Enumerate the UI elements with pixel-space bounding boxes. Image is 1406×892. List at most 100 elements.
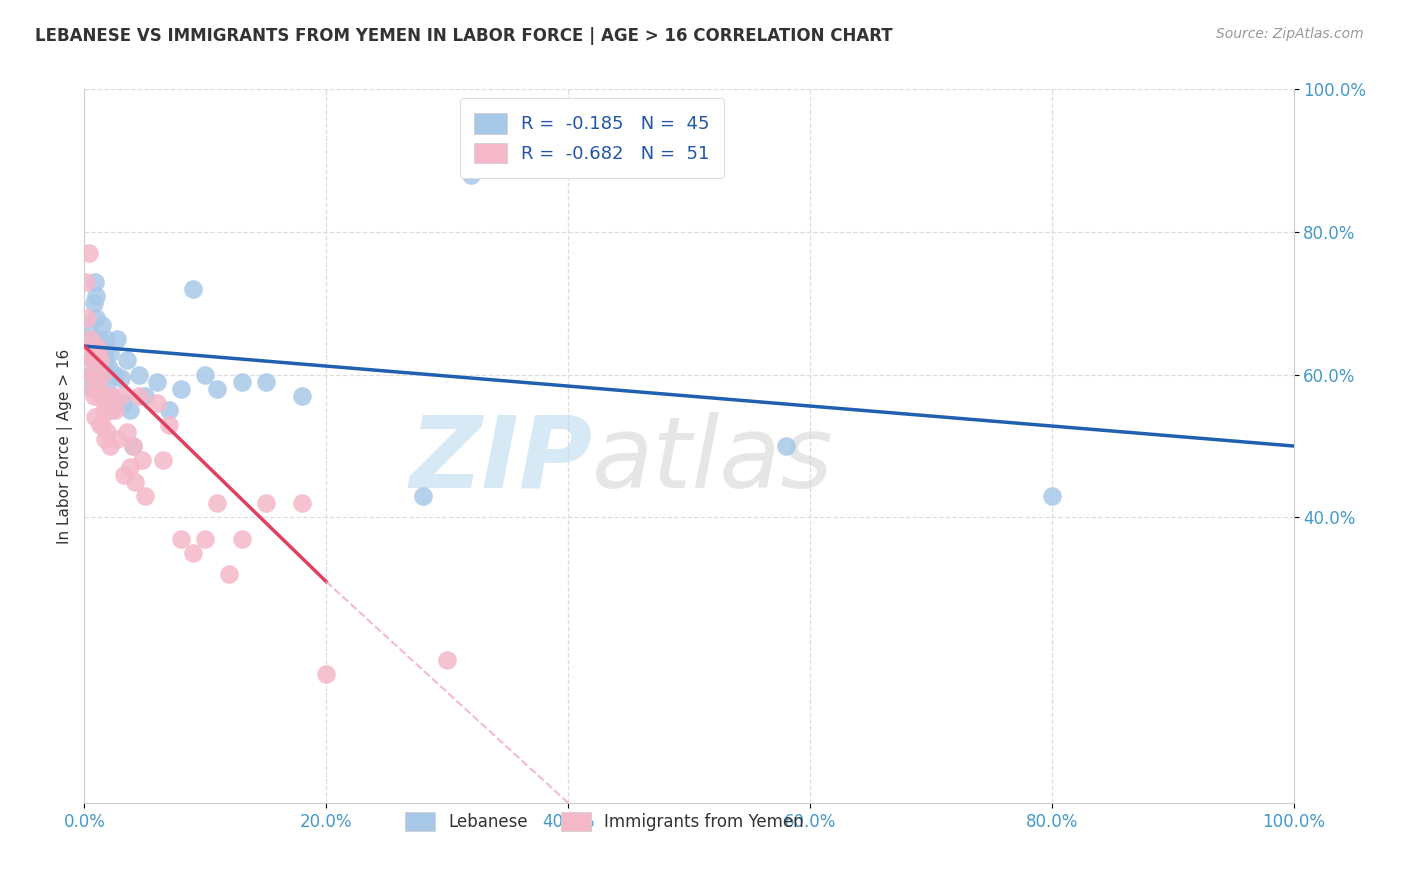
Point	[436, 653, 458, 667]
Point	[91, 318, 114, 332]
Point	[152, 453, 174, 467]
Point	[120, 460, 142, 475]
Point	[207, 496, 229, 510]
Point	[104, 403, 127, 417]
Point	[76, 310, 98, 325]
Point	[231, 375, 253, 389]
Point	[157, 403, 180, 417]
Point	[87, 368, 110, 382]
Point	[82, 353, 104, 368]
Point	[80, 353, 103, 368]
Point	[93, 346, 115, 360]
Point	[181, 282, 204, 296]
Point	[96, 382, 118, 396]
Point	[86, 368, 108, 382]
Point	[134, 389, 156, 403]
Point	[134, 489, 156, 503]
Point	[87, 382, 110, 396]
Point	[87, 332, 110, 346]
Point	[83, 389, 105, 403]
Point	[100, 389, 122, 403]
Point	[94, 332, 117, 346]
Point	[77, 318, 100, 332]
Point	[460, 168, 482, 182]
Point	[83, 296, 105, 310]
Point	[157, 417, 180, 432]
Point	[94, 353, 117, 368]
Point	[79, 332, 101, 346]
Point	[181, 546, 204, 560]
Point	[207, 382, 229, 396]
Point	[98, 439, 121, 453]
Point	[254, 375, 277, 389]
Point	[124, 475, 146, 489]
Point	[104, 368, 127, 382]
Point	[75, 275, 97, 289]
Point	[84, 275, 107, 289]
Point	[97, 403, 120, 417]
Text: LEBANESE VS IMMIGRANTS FROM YEMEN IN LABOR FORCE | AGE > 16 CORRELATION CHART: LEBANESE VS IMMIGRANTS FROM YEMEN IN LAB…	[35, 27, 893, 45]
Text: ZIP: ZIP	[409, 412, 592, 508]
Point	[131, 453, 153, 467]
Point	[115, 425, 138, 439]
Point	[291, 496, 314, 510]
Point	[121, 439, 143, 453]
Point	[231, 532, 253, 546]
Point	[86, 335, 108, 350]
Point	[84, 410, 107, 425]
Point	[120, 403, 142, 417]
Point	[170, 382, 193, 396]
Point	[77, 332, 100, 346]
Text: Source: ZipAtlas.com: Source: ZipAtlas.com	[1216, 27, 1364, 41]
Point	[97, 360, 120, 375]
Point	[105, 432, 128, 446]
Point	[77, 246, 100, 260]
Text: atlas: atlas	[592, 412, 834, 508]
Point	[89, 346, 111, 360]
Point	[128, 368, 150, 382]
Point	[110, 389, 132, 403]
Legend: Lebanese, Immigrants from Yemen: Lebanese, Immigrants from Yemen	[391, 798, 817, 845]
Point	[218, 567, 240, 582]
Point	[128, 389, 150, 403]
Point	[82, 382, 104, 396]
Point	[86, 339, 108, 353]
Point	[89, 353, 111, 368]
Point	[91, 417, 114, 432]
Point	[121, 439, 143, 453]
Point	[98, 346, 121, 360]
Point	[89, 417, 111, 432]
Point	[80, 368, 103, 382]
Point	[86, 346, 108, 360]
Point	[775, 439, 797, 453]
Point	[94, 396, 117, 410]
Point	[105, 332, 128, 346]
Point	[77, 346, 100, 360]
Point	[94, 432, 117, 446]
Point	[194, 532, 217, 546]
Point	[412, 489, 434, 503]
Point	[76, 346, 98, 360]
Point	[146, 396, 169, 410]
Point	[91, 368, 114, 382]
Point	[291, 389, 314, 403]
Point	[93, 403, 115, 417]
Point	[194, 368, 217, 382]
Point	[86, 289, 108, 303]
Point	[254, 496, 277, 510]
Point	[79, 368, 101, 382]
Point	[110, 371, 132, 385]
Point	[86, 310, 108, 325]
Point	[115, 353, 138, 368]
Point	[91, 368, 114, 382]
Y-axis label: In Labor Force | Age > 16: In Labor Force | Age > 16	[58, 349, 73, 543]
Point	[100, 403, 122, 417]
Point	[112, 396, 135, 410]
Point	[315, 667, 337, 681]
Point	[90, 389, 112, 403]
Point	[96, 425, 118, 439]
Point	[170, 532, 193, 546]
Point	[1040, 489, 1063, 503]
Point	[146, 375, 169, 389]
Point	[82, 346, 104, 360]
